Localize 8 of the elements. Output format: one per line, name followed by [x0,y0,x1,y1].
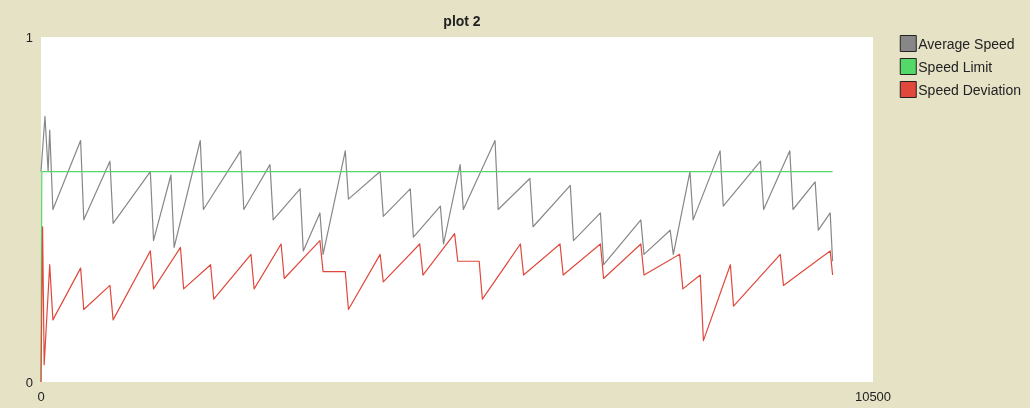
line-series [40,226,834,383]
chart-title: plot 2 [443,13,481,29]
x-tick-label: 10500 [854,389,892,404]
legend-label: Average Speed [918,35,1015,52]
y-tick-label: 1 [25,29,33,45]
legend-label: Speed Deviation [918,81,1022,98]
line-series [40,115,834,266]
legend-label: Speed Limit [918,58,993,75]
